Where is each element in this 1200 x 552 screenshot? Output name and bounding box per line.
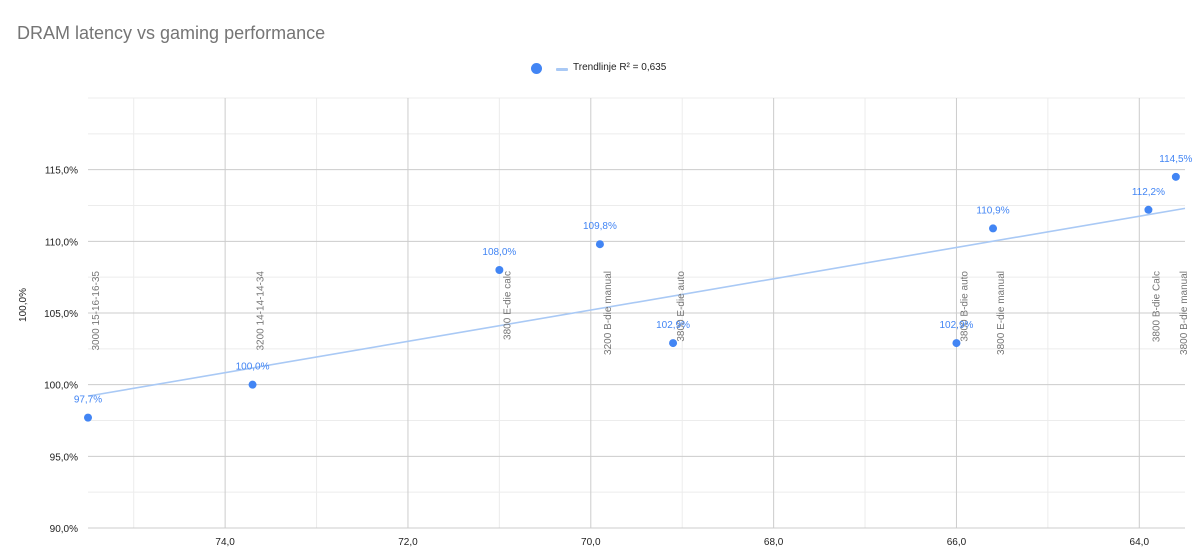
data-point bbox=[1144, 205, 1153, 214]
data-point bbox=[495, 266, 504, 274]
point-category-labels: 3000 15-16-16-35 3200 14-14-14-34 3800 E-d… bbox=[91, 271, 1190, 355]
legend: Trendlinje R² = 0,635 bbox=[0, 62, 1200, 76]
data-label: 109,8% bbox=[583, 221, 617, 232]
data-point bbox=[84, 413, 92, 422]
chart-title: DRAM latency vs gaming performance bbox=[17, 23, 326, 43]
data-label: 108,0% bbox=[482, 247, 516, 258]
legend-trendline-label: Trendlinje R² = 0,635 bbox=[573, 62, 667, 73]
data-point bbox=[1171, 172, 1180, 181]
x-tick-label: 64,0 bbox=[1130, 537, 1150, 548]
data-point bbox=[952, 339, 961, 348]
data-point bbox=[989, 224, 998, 233]
x-axis-ticks: 74,0 72,0 70,0 68,0 66,0 64,0 bbox=[215, 537, 1149, 548]
data-label: 112,2% bbox=[1132, 187, 1165, 198]
x-tick-label: 68,0 bbox=[764, 537, 784, 548]
y-tick-label: 115,0% bbox=[45, 166, 78, 177]
legend-series-marker bbox=[531, 63, 542, 74]
data-labels: 97,7% 100,0% 108,0% 109,8% 102,9% 102,9% 110,9… bbox=[74, 154, 1193, 406]
point-category-label: 3000 15-16-16-35 bbox=[91, 271, 102, 351]
point-category-label: 3800 E-die manual bbox=[996, 271, 1007, 355]
point-category-label: 3200 14-14-14-34 bbox=[256, 271, 267, 351]
y-tick-label: 100,0% bbox=[44, 381, 78, 392]
y-axis-ticks: 90,0% 95,0% 100,0% 105,0% 110,0% 115,0% bbox=[44, 166, 78, 535]
data-point bbox=[595, 240, 604, 249]
major-gridlines bbox=[88, 98, 1185, 529]
data-label: 102,9% bbox=[939, 320, 973, 331]
point-category-label: 3200 B-die manual bbox=[603, 271, 614, 355]
x-tick-label: 66,0 bbox=[947, 537, 967, 548]
y-tick-label: 95,0% bbox=[50, 452, 78, 463]
point-category-label: 3800 B-die manual bbox=[1179, 271, 1190, 355]
x-tick-label: 74,0 bbox=[215, 537, 235, 548]
legend-trendline-swatch bbox=[556, 68, 568, 71]
data-label: 100,0% bbox=[236, 362, 270, 373]
point-category-label: 3800 E-die calc bbox=[502, 271, 513, 340]
point-category-label: 3800 B-die auto bbox=[959, 271, 970, 342]
y-tick-label: 110,0% bbox=[45, 237, 78, 248]
data-label: 114,5% bbox=[1159, 154, 1192, 165]
y-tick-label: 105,0% bbox=[44, 309, 78, 320]
data-point bbox=[669, 339, 678, 348]
x-tick-label: 72,0 bbox=[398, 537, 418, 548]
y-tick-label: 90,0% bbox=[50, 524, 78, 535]
data-label: 110,9% bbox=[976, 205, 1009, 216]
data-point bbox=[248, 380, 257, 389]
data-points bbox=[84, 172, 1180, 422]
data-label: 97,7% bbox=[74, 395, 102, 406]
point-category-label: 3800 B-die Calc bbox=[1151, 271, 1162, 342]
x-tick-label: 70,0 bbox=[581, 537, 601, 548]
trendline bbox=[87, 207, 1186, 397]
data-label: 102,9% bbox=[656, 320, 690, 331]
y-axis-title: 100,0% bbox=[18, 288, 29, 322]
point-category-label: 3800 E-die auto bbox=[676, 271, 687, 342]
